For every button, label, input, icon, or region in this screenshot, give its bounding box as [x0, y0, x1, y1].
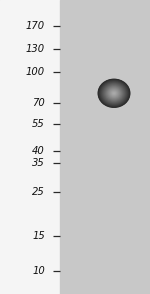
Ellipse shape	[113, 93, 115, 94]
Ellipse shape	[98, 79, 130, 108]
Ellipse shape	[112, 92, 116, 95]
Text: 70: 70	[32, 98, 45, 108]
Ellipse shape	[111, 91, 116, 96]
Ellipse shape	[111, 91, 117, 96]
Bar	[0, 0, 60, 294]
Ellipse shape	[102, 82, 126, 104]
Ellipse shape	[111, 90, 117, 96]
Ellipse shape	[113, 92, 115, 94]
Ellipse shape	[102, 83, 126, 104]
Text: 100: 100	[26, 67, 45, 77]
Ellipse shape	[110, 89, 118, 97]
Ellipse shape	[101, 81, 127, 105]
Ellipse shape	[105, 85, 123, 102]
Ellipse shape	[106, 86, 122, 101]
Ellipse shape	[107, 87, 121, 99]
Text: 10: 10	[32, 266, 45, 276]
Ellipse shape	[100, 81, 128, 106]
Ellipse shape	[103, 83, 125, 103]
Text: 40: 40	[32, 146, 45, 156]
Ellipse shape	[102, 83, 126, 103]
Ellipse shape	[105, 85, 123, 101]
Text: 15: 15	[32, 231, 45, 241]
Text: 55: 55	[32, 118, 45, 128]
Ellipse shape	[108, 88, 120, 99]
Ellipse shape	[110, 90, 118, 97]
Ellipse shape	[108, 88, 120, 98]
Ellipse shape	[101, 82, 127, 105]
Text: 170: 170	[26, 21, 45, 31]
Ellipse shape	[104, 84, 124, 102]
Ellipse shape	[104, 84, 124, 103]
Ellipse shape	[110, 90, 118, 97]
Ellipse shape	[100, 81, 128, 106]
Ellipse shape	[106, 87, 122, 100]
Ellipse shape	[109, 88, 119, 98]
Text: 25: 25	[32, 187, 45, 197]
Ellipse shape	[99, 80, 129, 106]
Text: 35: 35	[32, 158, 45, 168]
Ellipse shape	[98, 78, 130, 108]
Text: 130: 130	[26, 44, 45, 54]
Ellipse shape	[105, 86, 123, 101]
Ellipse shape	[106, 86, 122, 100]
Bar	[60, 0, 150, 294]
Ellipse shape	[100, 81, 128, 106]
Ellipse shape	[103, 84, 125, 103]
Ellipse shape	[107, 87, 121, 100]
Ellipse shape	[109, 89, 119, 98]
Ellipse shape	[98, 79, 130, 107]
Ellipse shape	[112, 91, 116, 95]
Ellipse shape	[99, 80, 129, 107]
